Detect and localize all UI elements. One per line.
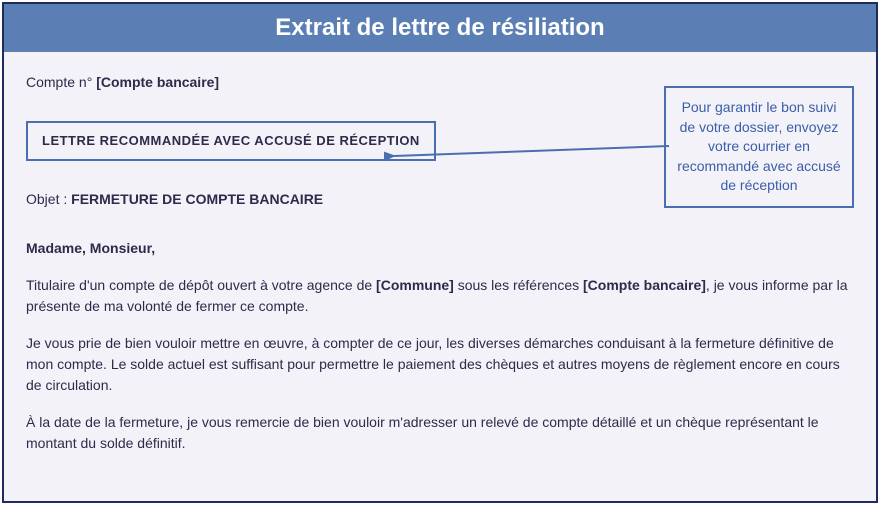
callout-box: Pour garantir le bon suivi de votre doss… (664, 86, 854, 208)
document-container: Extrait de lettre de résiliation Compte … (2, 2, 878, 503)
account-label: Compte n° (26, 74, 96, 90)
registered-letter-box: LETTRE RECOMMANDÉE AVEC ACCUSÉ DE RÉCEPT… (26, 121, 436, 161)
p1-commune: [Commune] (376, 277, 454, 293)
objet-value: FERMETURE DE COMPTE BANCAIRE (71, 191, 323, 207)
objet-label: Objet : (26, 191, 71, 207)
salutation: Madame, Monsieur, (26, 238, 854, 259)
p1-a: Titulaire d'un compte de dépôt ouvert à … (26, 277, 376, 293)
document-header: Extrait de lettre de résiliation (4, 4, 876, 52)
paragraph-1: Titulaire d'un compte de dépôt ouvert à … (26, 275, 854, 317)
p1-compte: [Compte bancaire] (583, 277, 706, 293)
header-title: Extrait de lettre de résiliation (275, 14, 604, 41)
p1-b: sous les références (454, 277, 583, 293)
paragraph-2: Je vous prie de bien vouloir mettre en œ… (26, 333, 854, 396)
callout-text: Pour garantir le bon suivi de votre doss… (677, 99, 840, 193)
registered-letter-text: LETTRE RECOMMANDÉE AVEC ACCUSÉ DE RÉCEPT… (42, 133, 420, 148)
account-placeholder: [Compte bancaire] (96, 74, 219, 90)
paragraph-3: À la date de la fermeture, je vous remer… (26, 412, 854, 454)
